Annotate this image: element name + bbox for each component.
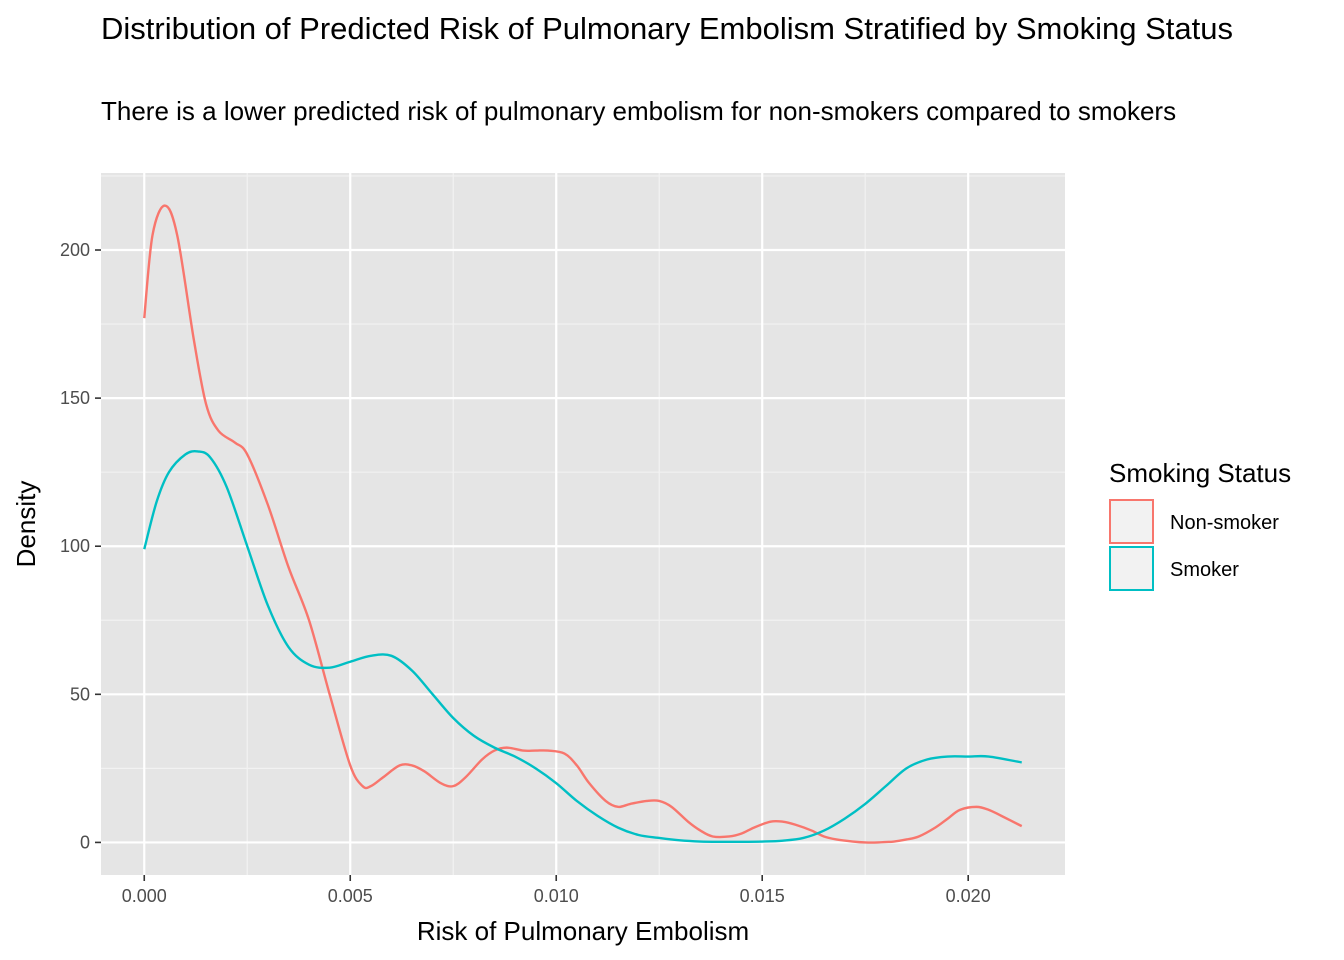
x-tick-label: 0.005 (328, 886, 373, 906)
legend: Smoking Status Non-smoker Smoker (1109, 458, 1291, 591)
y-tick-label: 50 (70, 684, 90, 704)
grid-major (101, 173, 1065, 875)
density-line-smoker (143, 450, 1022, 844)
legend-label-non-smoker: Non-smoker (1170, 512, 1279, 534)
grid-minor (101, 173, 1065, 875)
x-tick-label: 0.020 (946, 886, 991, 906)
y-tick-label: 100 (60, 536, 90, 556)
legend-item-non-smoker: Non-smoker (1109, 499, 1279, 544)
x-axis: 0.000 0.005 0.010 0.015 0.020 (122, 875, 991, 906)
legend-item-smoker: Smoker (1109, 546, 1239, 591)
series-lines (143, 204, 1023, 844)
y-tick-label: 0 (80, 832, 90, 852)
chart-title: Distribution of Predicted Risk of Pulmon… (101, 11, 1233, 46)
y-axis: 0 50 100 150 200 (60, 240, 101, 852)
chart-subtitle: There is a lower predicted risk of pulmo… (101, 96, 1177, 126)
density-line-non-smoker (143, 204, 1023, 844)
legend-label-smoker: Smoker (1170, 559, 1239, 581)
y-tick-label: 200 (60, 240, 90, 260)
legend-key-non-smoker (1109, 499, 1154, 544)
plot-panel (101, 173, 1065, 875)
x-tick-label: 0.000 (122, 886, 167, 906)
legend-key-smoker (1109, 546, 1154, 591)
y-tick-label: 150 (60, 388, 90, 408)
legend-title: Smoking Status (1109, 458, 1291, 488)
x-tick-label: 0.015 (740, 886, 785, 906)
x-axis-title: Risk of Pulmonary Embolism (417, 916, 749, 946)
y-axis-title: Density (11, 481, 41, 568)
x-tick-label: 0.010 (534, 886, 579, 906)
